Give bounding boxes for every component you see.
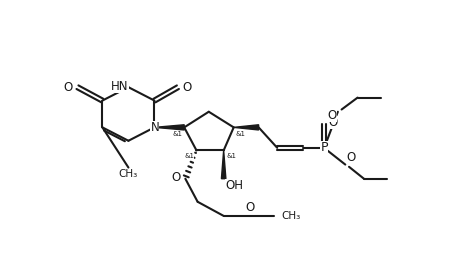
Text: &1: &1 [226, 153, 236, 159]
Text: CH₃: CH₃ [119, 169, 138, 179]
Text: CH₃: CH₃ [281, 211, 300, 221]
Text: O: O [327, 109, 336, 122]
Text: &1: &1 [234, 131, 244, 137]
Text: &1: &1 [184, 153, 194, 159]
Text: O: O [64, 81, 73, 94]
Text: OH: OH [225, 179, 243, 192]
Polygon shape [233, 125, 258, 130]
Polygon shape [154, 125, 184, 130]
Text: O: O [328, 116, 337, 129]
Text: O: O [244, 201, 254, 214]
Text: &1: &1 [172, 131, 182, 137]
Text: P: P [320, 141, 327, 154]
Text: N: N [150, 121, 159, 134]
Polygon shape [221, 150, 225, 179]
Text: O: O [171, 172, 181, 185]
Text: O: O [346, 151, 355, 164]
Text: HN: HN [111, 80, 128, 93]
Text: O: O [182, 81, 191, 94]
